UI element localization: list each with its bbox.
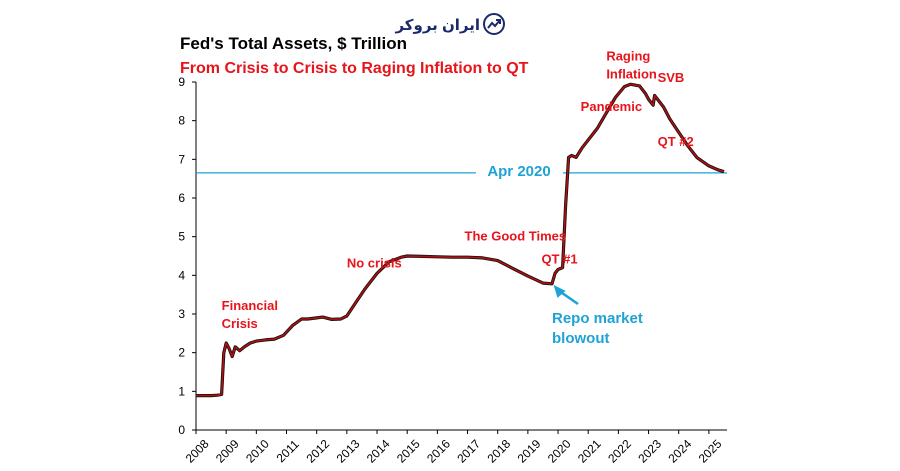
y-tick-label: 0: [178, 423, 185, 437]
annotation-label: QT #1: [541, 252, 577, 267]
series-line: [196, 83, 725, 397]
x-tick-label: 2022: [605, 437, 634, 466]
x-tick-label: 2012: [303, 437, 332, 466]
x-tick-label: 2011: [274, 437, 302, 465]
x-tick-label: 2013: [334, 437, 363, 466]
annotation-label: Financial: [222, 298, 278, 313]
logo: ایران بروکر: [394, 13, 505, 35]
annotation-label: Crisis: [222, 316, 258, 331]
x-tick-label: 2020: [545, 437, 574, 466]
annotation-label: Raging: [606, 49, 650, 64]
x-tick-label: 2016: [424, 437, 453, 466]
x-tick-label: 2014: [364, 437, 393, 466]
callout-label: blowout: [552, 330, 609, 347]
annotation-label: QT #2: [658, 134, 694, 149]
x-tick-label: 2008: [183, 437, 212, 466]
reference-line-label: Apr 2020: [487, 163, 550, 180]
x-tick-label: 2010: [243, 437, 272, 466]
annotation-label: No crisis: [347, 256, 402, 271]
logo-text: ایران بروکر: [394, 17, 480, 34]
y-tick-label: 8: [178, 114, 185, 128]
callout-arrow-head: [553, 284, 566, 298]
y-tick-label: 9: [178, 75, 185, 89]
annotations: Financial Crisis No crisis The Good Times QT…: [222, 49, 694, 331]
annotation-label: The Good Times: [465, 229, 567, 244]
x-tick-label: 2018: [484, 437, 513, 466]
x-tick-label: 2009: [213, 437, 242, 466]
series: [196, 82, 725, 398]
x-tick-label: 2023: [635, 437, 664, 466]
x-tick-label: 2024: [666, 437, 695, 466]
trend-arrow-icon: [483, 13, 505, 35]
annotation-label: Inflation: [606, 67, 657, 82]
x-tick-label: 2017: [454, 437, 483, 466]
x-tick-label: 2025: [696, 437, 725, 466]
y-tick-label: 3: [178, 307, 185, 321]
reference-line: Apr 2020: [196, 163, 727, 180]
y-tick-label: 5: [178, 230, 185, 244]
chart-subtitle: From Crisis to Crisis to Raging Inflatio…: [180, 60, 529, 77]
y-tick-label: 2: [178, 346, 185, 360]
series-line-shadow: [196, 82, 725, 398]
annotation-label: SVB: [658, 70, 685, 85]
x-ticks: 2008 2009 2010 2011 2012 2013 2014 2015 2016 2017…: [183, 430, 725, 466]
annotation-label: Pandemic: [581, 99, 642, 114]
callout: Repo market blowout: [552, 284, 643, 347]
y-tick-label: 1: [178, 384, 185, 398]
callout-label: Repo market: [552, 310, 643, 327]
y-ticks: 0 1 2 3 4 5 6 7 8 9: [178, 75, 196, 437]
y-tick-label: 4: [178, 268, 185, 282]
x-tick-label: 2019: [515, 437, 544, 466]
x-tick-label: 2015: [394, 437, 423, 466]
y-tick-label: 6: [178, 191, 185, 205]
chart-title: Fed's Total Assets, $ Trillion: [180, 34, 407, 53]
y-tick-label: 7: [178, 152, 185, 166]
x-tick-label: 2021: [575, 437, 604, 466]
